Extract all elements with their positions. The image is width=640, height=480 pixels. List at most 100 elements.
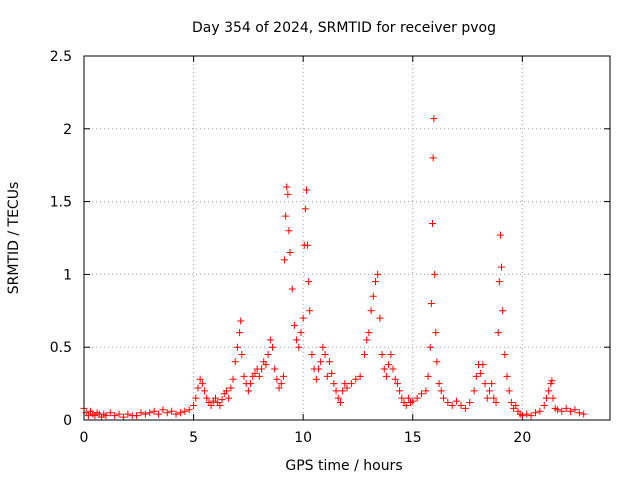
data-point [286, 249, 294, 257]
data-point [293, 336, 301, 344]
data-point [483, 394, 491, 402]
data-point [356, 372, 364, 380]
data-point [334, 394, 342, 402]
data-point [428, 219, 436, 227]
data-point [227, 384, 235, 392]
data-point [580, 410, 588, 418]
data-point [404, 394, 412, 402]
plot-frame [83, 55, 611, 421]
y-tick-label: 0 [63, 413, 72, 429]
data-point [283, 183, 291, 191]
axis-ticks: 0 5 10 15 20 0 0.5 1 1.5 2 2.5 [50, 49, 610, 446]
data-point [258, 365, 266, 373]
data-point [490, 394, 498, 402]
data-point [225, 394, 233, 402]
data-point [523, 410, 531, 418]
grid-lines [84, 56, 610, 420]
data-point [304, 241, 312, 249]
data-point [429, 154, 437, 162]
data-point [540, 401, 548, 409]
data-point [233, 343, 241, 351]
data-point [391, 375, 399, 383]
data-point [494, 329, 502, 337]
x-axis-label: GPS time / hours [285, 458, 402, 474]
data-points [80, 115, 588, 421]
data-point [305, 278, 313, 286]
data-point [393, 380, 401, 388]
data-point [485, 387, 493, 395]
data-point [549, 394, 557, 402]
data-point [378, 350, 386, 358]
data-point [396, 387, 404, 395]
data-point [229, 375, 237, 383]
data-point [481, 380, 489, 388]
data-point [285, 227, 293, 235]
data-point [501, 350, 509, 358]
data-point [363, 336, 371, 344]
data-point [284, 190, 292, 198]
data-point [102, 412, 110, 420]
y-axis-label: SRMTID / TECUs [6, 182, 22, 295]
data-point [427, 300, 435, 308]
data-point [308, 350, 316, 358]
data-point [247, 380, 255, 388]
data-point [431, 270, 439, 278]
data-point [424, 372, 432, 380]
data-point [264, 350, 272, 358]
data-point [479, 361, 487, 369]
data-point [201, 387, 209, 395]
data-point [275, 384, 283, 392]
data-point [255, 372, 263, 380]
data-point [306, 307, 314, 315]
data-point [317, 358, 325, 366]
data-point [418, 390, 426, 398]
data-point [503, 372, 511, 380]
data-point [558, 407, 566, 415]
data-point [341, 380, 349, 388]
data-point [492, 399, 500, 407]
data-point [288, 285, 296, 293]
data-point [505, 387, 513, 395]
data-point [124, 410, 132, 418]
data-point [268, 343, 276, 351]
data-point [453, 397, 461, 405]
data-point [192, 394, 200, 402]
data-point [290, 321, 298, 329]
data-point [536, 407, 544, 415]
data-point [271, 365, 279, 373]
data-point [137, 409, 145, 417]
data-point [185, 406, 193, 414]
data-point [498, 263, 506, 271]
data-point [237, 317, 245, 325]
data-point [282, 212, 290, 220]
data-point [159, 406, 167, 414]
x-tick-label: 15 [404, 430, 422, 446]
data-point [347, 380, 355, 388]
data-point [382, 372, 390, 380]
data-point [548, 377, 556, 385]
x-tick-label: 5 [189, 430, 198, 446]
data-point [279, 372, 287, 380]
data-point [567, 407, 575, 415]
data-point [402, 401, 410, 409]
data-point [194, 384, 202, 392]
data-point [376, 314, 384, 322]
data-point [472, 372, 480, 380]
data-point [430, 115, 438, 123]
data-point [190, 401, 198, 409]
x-tick-label: 20 [513, 430, 531, 446]
data-point [507, 399, 515, 407]
data-point [244, 387, 252, 395]
data-point [319, 343, 327, 351]
data-point [367, 307, 375, 315]
data-point [111, 412, 119, 420]
data-point [141, 410, 149, 418]
data-point [281, 256, 289, 264]
data-point [545, 387, 553, 395]
data-point [176, 409, 184, 417]
y-tick-label: 0.5 [50, 340, 72, 356]
data-point [231, 358, 239, 366]
data-point [218, 396, 226, 404]
data-point [323, 372, 331, 380]
